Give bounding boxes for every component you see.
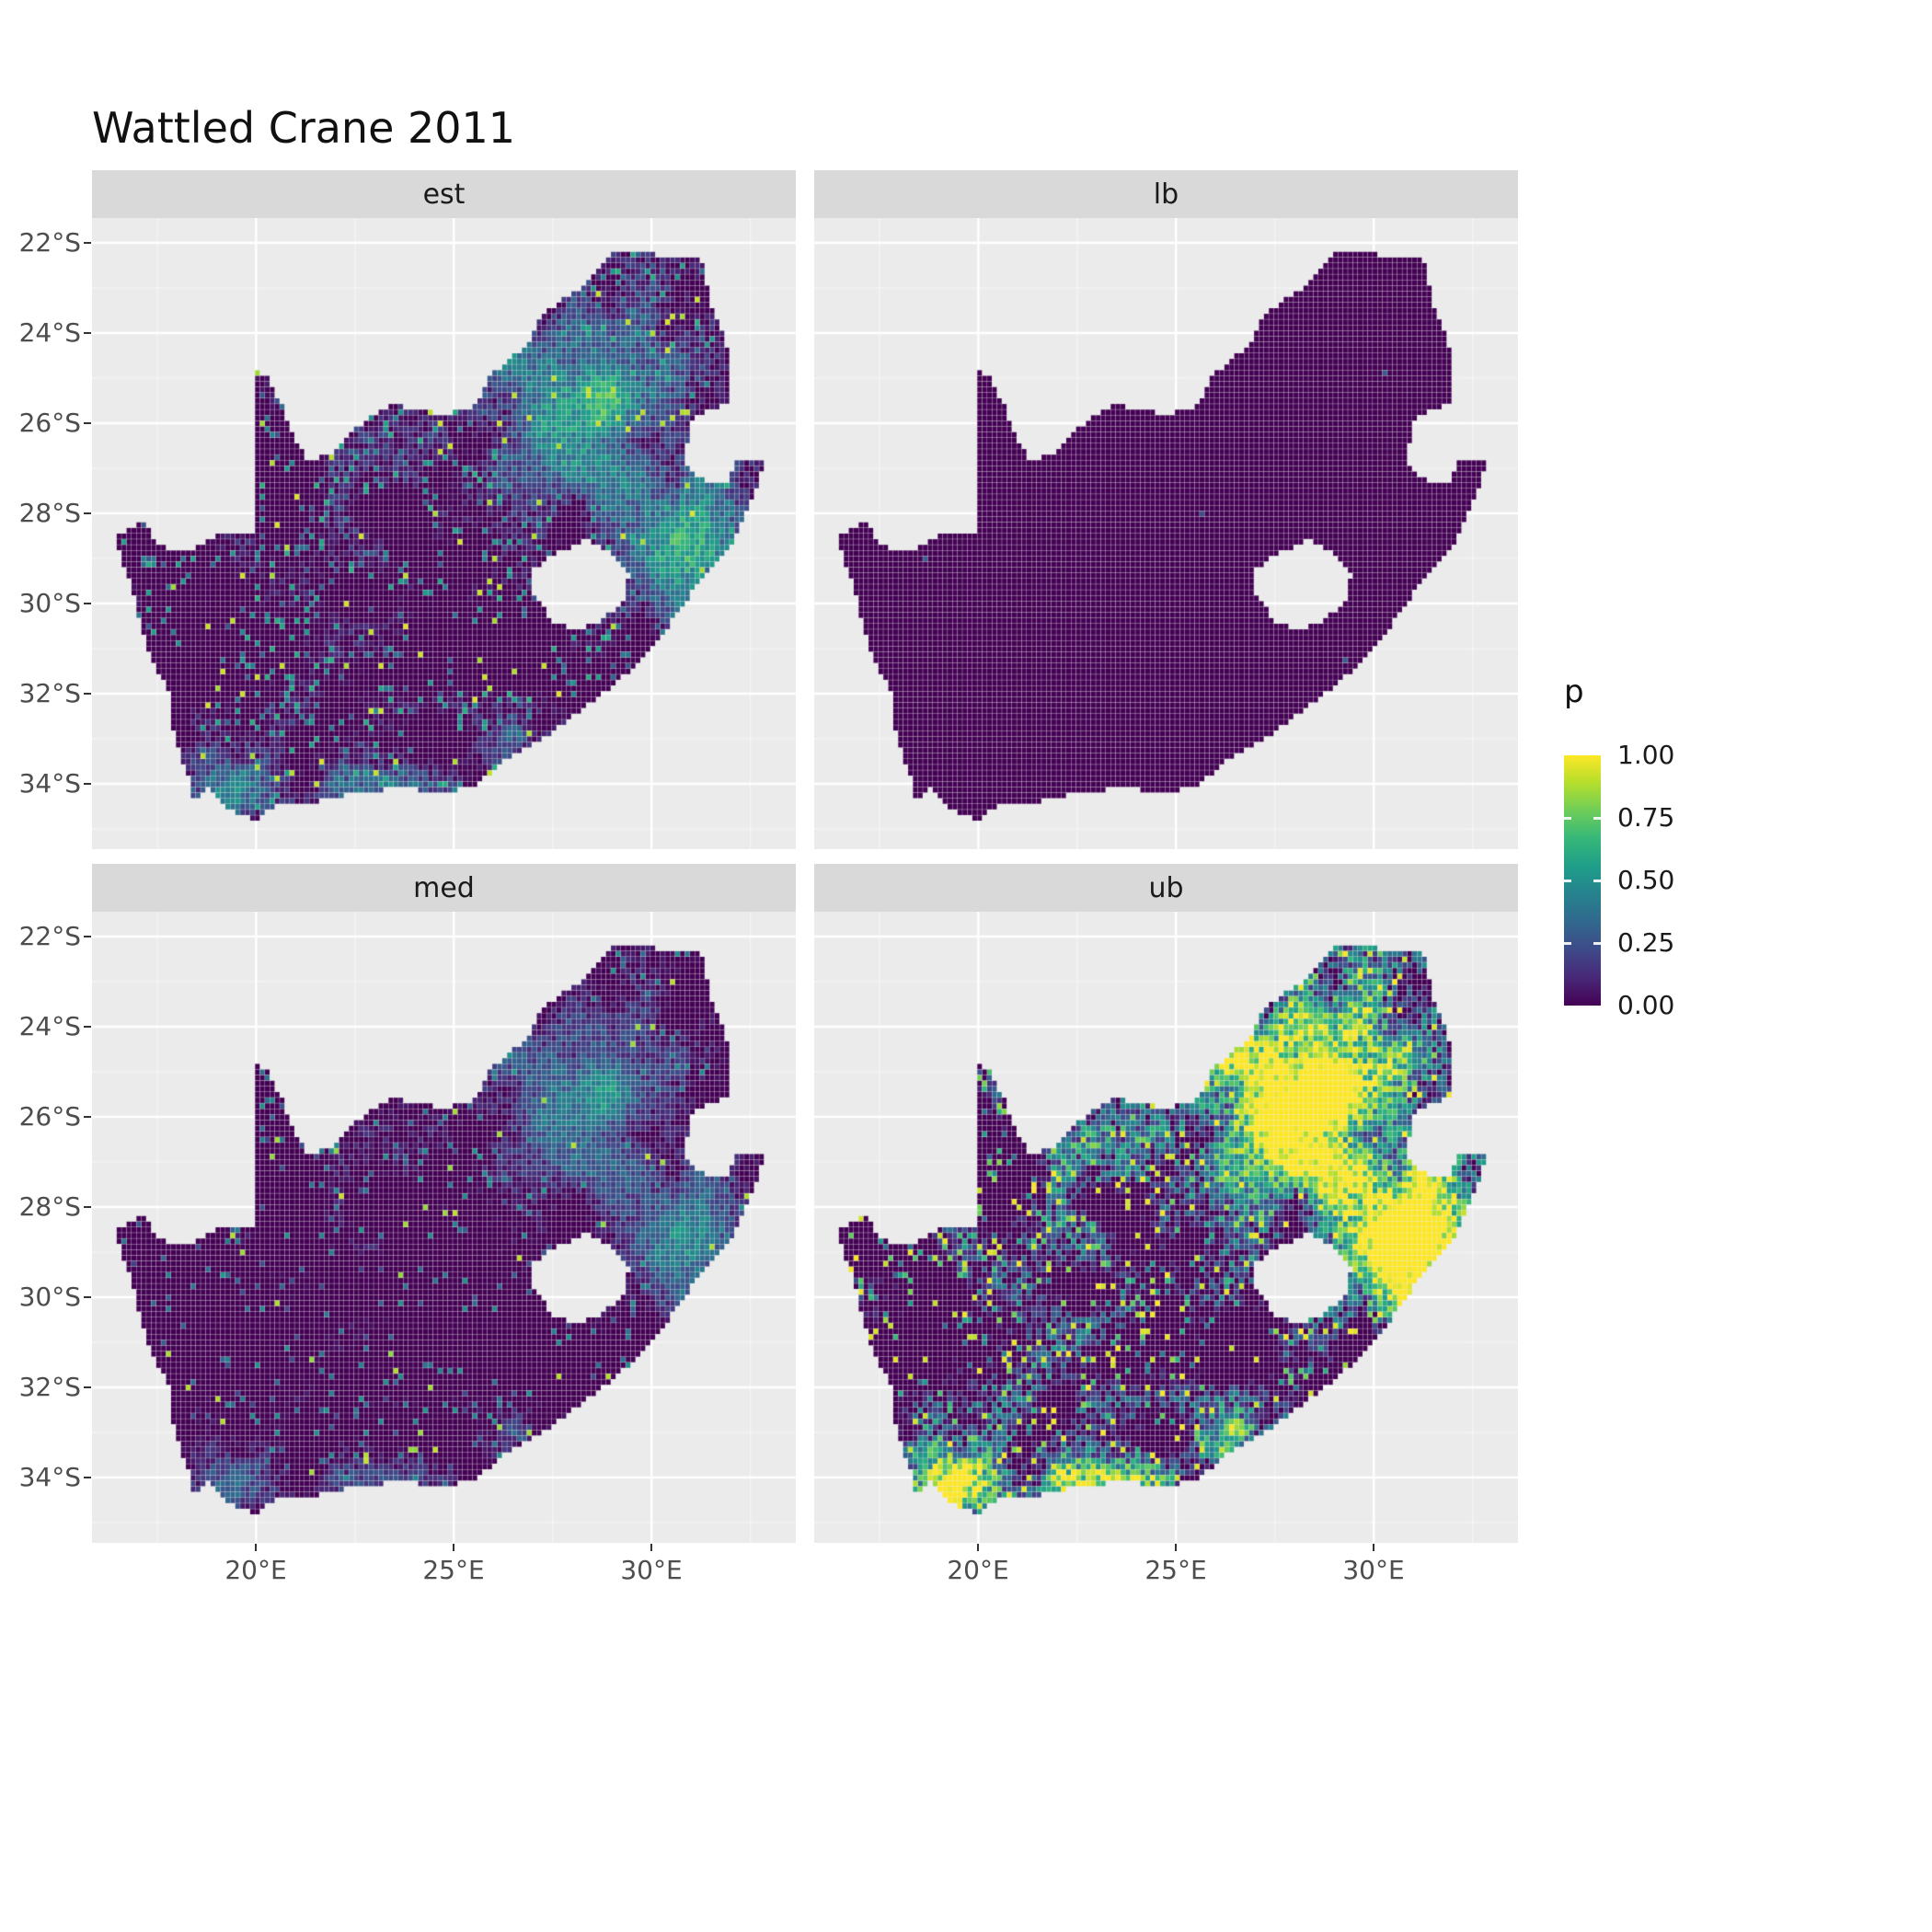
y-tick-mark	[84, 1116, 91, 1118]
facet-strip-med: med	[92, 864, 796, 912]
y-axis-label: 26°S	[18, 408, 81, 438]
x-tick-mark	[650, 1544, 652, 1551]
facet-strip-label: med	[413, 871, 475, 904]
y-axis-label: 30°S	[18, 588, 81, 618]
x-tick-mark	[453, 1544, 454, 1551]
x-tick-mark	[977, 1544, 979, 1551]
x-axis-label: 20°E	[947, 1555, 1009, 1585]
legend-tick-label: 0.75	[1617, 802, 1675, 833]
y-axis-label: 22°S	[18, 921, 81, 951]
y-tick-mark	[84, 783, 91, 785]
legend-tick-mark	[1593, 817, 1601, 820]
legend-tick-label: 1.00	[1617, 740, 1675, 770]
x-axis-label: 25°E	[422, 1555, 485, 1585]
y-axis-label: 28°S	[18, 1191, 81, 1222]
facet-strip-lb: lb	[814, 170, 1518, 218]
x-axis-label: 20°E	[224, 1555, 287, 1585]
y-axis-label: 32°S	[18, 678, 81, 708]
x-axis-label: 25°E	[1144, 1555, 1207, 1585]
legend-tick-mark	[1564, 817, 1571, 820]
y-axis-label: 26°S	[18, 1101, 81, 1132]
facet-strip-label: est	[422, 178, 466, 211]
y-tick-mark	[84, 936, 91, 937]
y-tick-mark	[84, 422, 91, 424]
legend-title: p	[1564, 673, 1584, 710]
y-axis-label: 24°S	[18, 1011, 81, 1041]
y-axis-label: 34°S	[18, 1462, 81, 1492]
facet-map-med	[92, 912, 796, 1543]
legend-tick-mark	[1593, 880, 1601, 882]
y-tick-mark	[84, 1296, 91, 1298]
y-axis-label: 30°S	[18, 1282, 81, 1312]
legend-tick-label: 0.00	[1617, 990, 1675, 1020]
y-tick-mark	[84, 1386, 91, 1388]
legend-tick-mark	[1564, 880, 1571, 882]
y-tick-mark	[84, 693, 91, 695]
facet-map-lb	[814, 218, 1518, 849]
y-axis-label: 22°S	[18, 227, 81, 258]
y-tick-mark	[84, 1206, 91, 1208]
y-axis-label: 28°S	[18, 498, 81, 528]
facet-strip-label: ub	[1148, 871, 1184, 904]
y-tick-mark	[84, 1026, 91, 1028]
legend-tick-label: 0.25	[1617, 927, 1675, 958]
facet-strip-ub: ub	[814, 864, 1518, 912]
y-tick-mark	[84, 1477, 91, 1478]
y-axis-label: 24°S	[18, 317, 81, 348]
x-tick-mark	[255, 1544, 257, 1551]
y-tick-mark	[84, 603, 91, 604]
facet-strip-label: lb	[1153, 178, 1179, 211]
legend-tick-mark	[1564, 942, 1571, 945]
facet-map-est	[92, 218, 796, 849]
y-axis-label: 34°S	[18, 768, 81, 799]
x-tick-mark	[1373, 1544, 1374, 1551]
x-tick-mark	[1175, 1544, 1177, 1551]
plot-title: Wattled Crane 2011	[92, 103, 516, 153]
legend-tick-mark	[1593, 942, 1601, 945]
facet-map-ub	[814, 912, 1518, 1543]
x-axis-label: 30°E	[620, 1555, 683, 1585]
x-axis-label: 30°E	[1342, 1555, 1405, 1585]
y-tick-mark	[84, 242, 91, 244]
facet-strip-est: est	[92, 170, 796, 218]
y-axis-label: 32°S	[18, 1372, 81, 1402]
legend-tick-label: 0.50	[1617, 865, 1675, 895]
y-tick-mark	[84, 332, 91, 334]
y-tick-mark	[84, 512, 91, 514]
